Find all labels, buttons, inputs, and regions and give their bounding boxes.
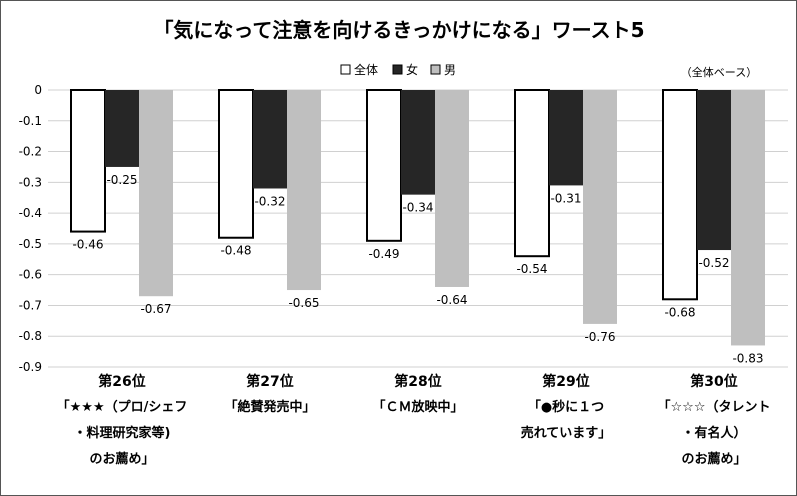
bar [366, 89, 402, 242]
bar [583, 90, 617, 324]
category-label: 第27位「絶賛発売中」 [193, 369, 347, 421]
y-tick-label: 0 [34, 83, 42, 97]
category-text-line: 「ＣＭ放映中」 [372, 400, 464, 415]
y-tick-label: -0.4 [19, 206, 42, 220]
y-tick-label: -0.3 [19, 175, 42, 189]
legend-label: 全体 [354, 62, 378, 77]
legend-swatch [340, 64, 351, 75]
bar [218, 89, 254, 239]
data-label: -0.83 [732, 351, 763, 365]
legend-label: 女 [406, 62, 418, 77]
bar [514, 89, 550, 258]
category-label: 第30位「☆☆☆（タレント ・有名人） のお薦め」 [637, 369, 791, 473]
legend-swatch [392, 64, 403, 75]
y-tick-label: -0.8 [19, 329, 42, 343]
chart-title: 「気になって注意を向けるきっかけになる」ワースト5 [153, 18, 644, 42]
category-label: 第28位「ＣＭ放映中」 [341, 369, 495, 421]
category-text-line: 売れています」 [520, 426, 612, 441]
category-text-line: 「絶賛発売中」 [224, 400, 316, 415]
y-axis-tick-labels: 0 -0.1 -0.2 -0.3 -0.4 -0.5 -0.6 -0.7 -0.8 -0.9 [19, 83, 42, 374]
y-tick-label: -0.2 [19, 145, 42, 159]
y-tick-label: -0.6 [19, 268, 42, 282]
legend: 全体 女 男 [340, 62, 456, 77]
bar [105, 90, 139, 167]
category-label: 第26位「★★★（プロ/シェフ ・料理研究家等) のお薦め」 [45, 369, 199, 473]
data-label: -0.34 [402, 201, 433, 215]
category-label: 第29位「●秒に１つ 売れています」 [489, 369, 643, 447]
category-text-line: のお薦め」 [89, 452, 155, 467]
data-label: -0.31 [550, 191, 581, 205]
bars [70, 89, 765, 346]
y-tick-label: -0.5 [19, 237, 42, 251]
category-rank: 第30位 [690, 374, 738, 390]
y-tick-label: -0.9 [19, 360, 42, 374]
bar [435, 90, 469, 287]
data-label: -0.49 [368, 247, 399, 261]
data-label: -0.48 [220, 244, 251, 258]
category-rank: 第29位 [542, 374, 590, 390]
data-label: -0.76 [584, 330, 615, 344]
bar [731, 90, 765, 346]
data-label: -0.68 [664, 305, 695, 319]
chart-note: （全体ベース） [681, 65, 757, 79]
legend-label: 男 [444, 63, 456, 77]
category-text-line: 「☆☆☆（タレント [657, 400, 771, 415]
data-label: -0.54 [516, 262, 547, 276]
data-label: -0.65 [288, 296, 319, 310]
data-label: -0.25 [106, 173, 137, 187]
bar [287, 90, 321, 291]
bar [662, 89, 698, 301]
data-label: -0.46 [72, 238, 103, 252]
category-text-line: のお薦め」 [681, 452, 747, 467]
data-label: -0.64 [436, 293, 467, 307]
data-label: -0.67 [140, 302, 171, 316]
data-label: -0.32 [254, 194, 285, 208]
category-rank: 第27位 [246, 374, 294, 390]
category-rank: 第26位 [98, 374, 146, 390]
bar [253, 90, 287, 189]
category-text-line: 「★★★（プロ/シェフ [56, 400, 188, 415]
bar [139, 90, 173, 297]
bar [549, 90, 583, 186]
data-label: -0.52 [698, 256, 729, 270]
legend-swatch [430, 64, 441, 75]
bar [401, 90, 435, 195]
y-tick-label: -0.7 [19, 298, 42, 312]
category-text-line: ・有名人） [681, 426, 747, 441]
category-text-line: ・料理研究家等) [73, 426, 171, 441]
category-text-line: 「●秒に１つ [527, 400, 605, 415]
data-labels: -0.46 -0.25 -0.67 -0.48 -0.32 -0.65 -0.49 -0.34… [72, 173, 763, 366]
bar [697, 90, 731, 251]
y-tick-label: -0.1 [19, 114, 42, 128]
bar [70, 89, 106, 233]
category-rank: 第28位 [394, 374, 442, 390]
